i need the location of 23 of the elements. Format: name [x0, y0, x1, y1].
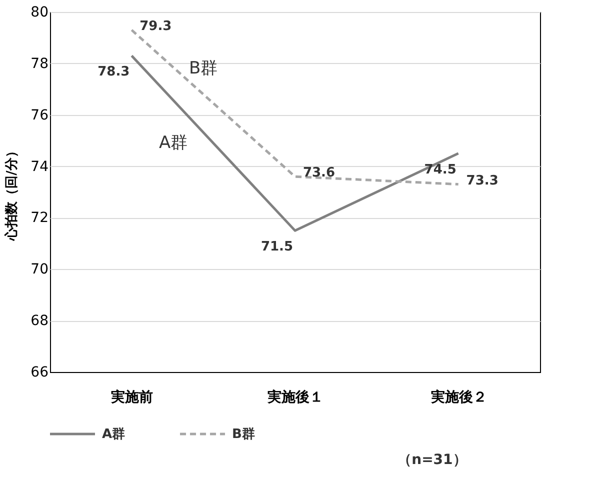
y-axis-title: 心拍数（回/分） — [4, 144, 20, 242]
data-label: 73.6 — [302, 166, 336, 181]
y-tick-label: 70 — [30, 262, 48, 278]
legend-label: A群 — [102, 427, 126, 442]
x-tick-label: 実施前 — [111, 388, 154, 406]
data-label: 74.5 — [424, 162, 456, 178]
y-tick-label: 68 — [30, 313, 48, 330]
data-label: 78.3 — [98, 64, 130, 80]
y-tick-label: 80 — [30, 4, 48, 20]
text: A群 — [159, 133, 188, 154]
y-tick-label: 72 — [30, 210, 48, 226]
data-label: 79.3 — [140, 19, 172, 34]
data-label: 73.3 — [466, 173, 498, 188]
text: （n=31） — [398, 452, 467, 468]
text: B群 — [188, 58, 218, 78]
legend-label: B群 — [232, 427, 255, 442]
y-tick-label: 66 — [30, 364, 49, 380]
data-label: 71.5 — [260, 240, 294, 255]
x-tick-label: 実施後１ — [268, 388, 324, 406]
x-tick-label: 実施後２ — [430, 388, 487, 406]
y-tick-label: 76 — [30, 107, 49, 124]
y-tick-label: 74 — [30, 158, 49, 175]
y-tick-label: 78 — [30, 56, 48, 72]
